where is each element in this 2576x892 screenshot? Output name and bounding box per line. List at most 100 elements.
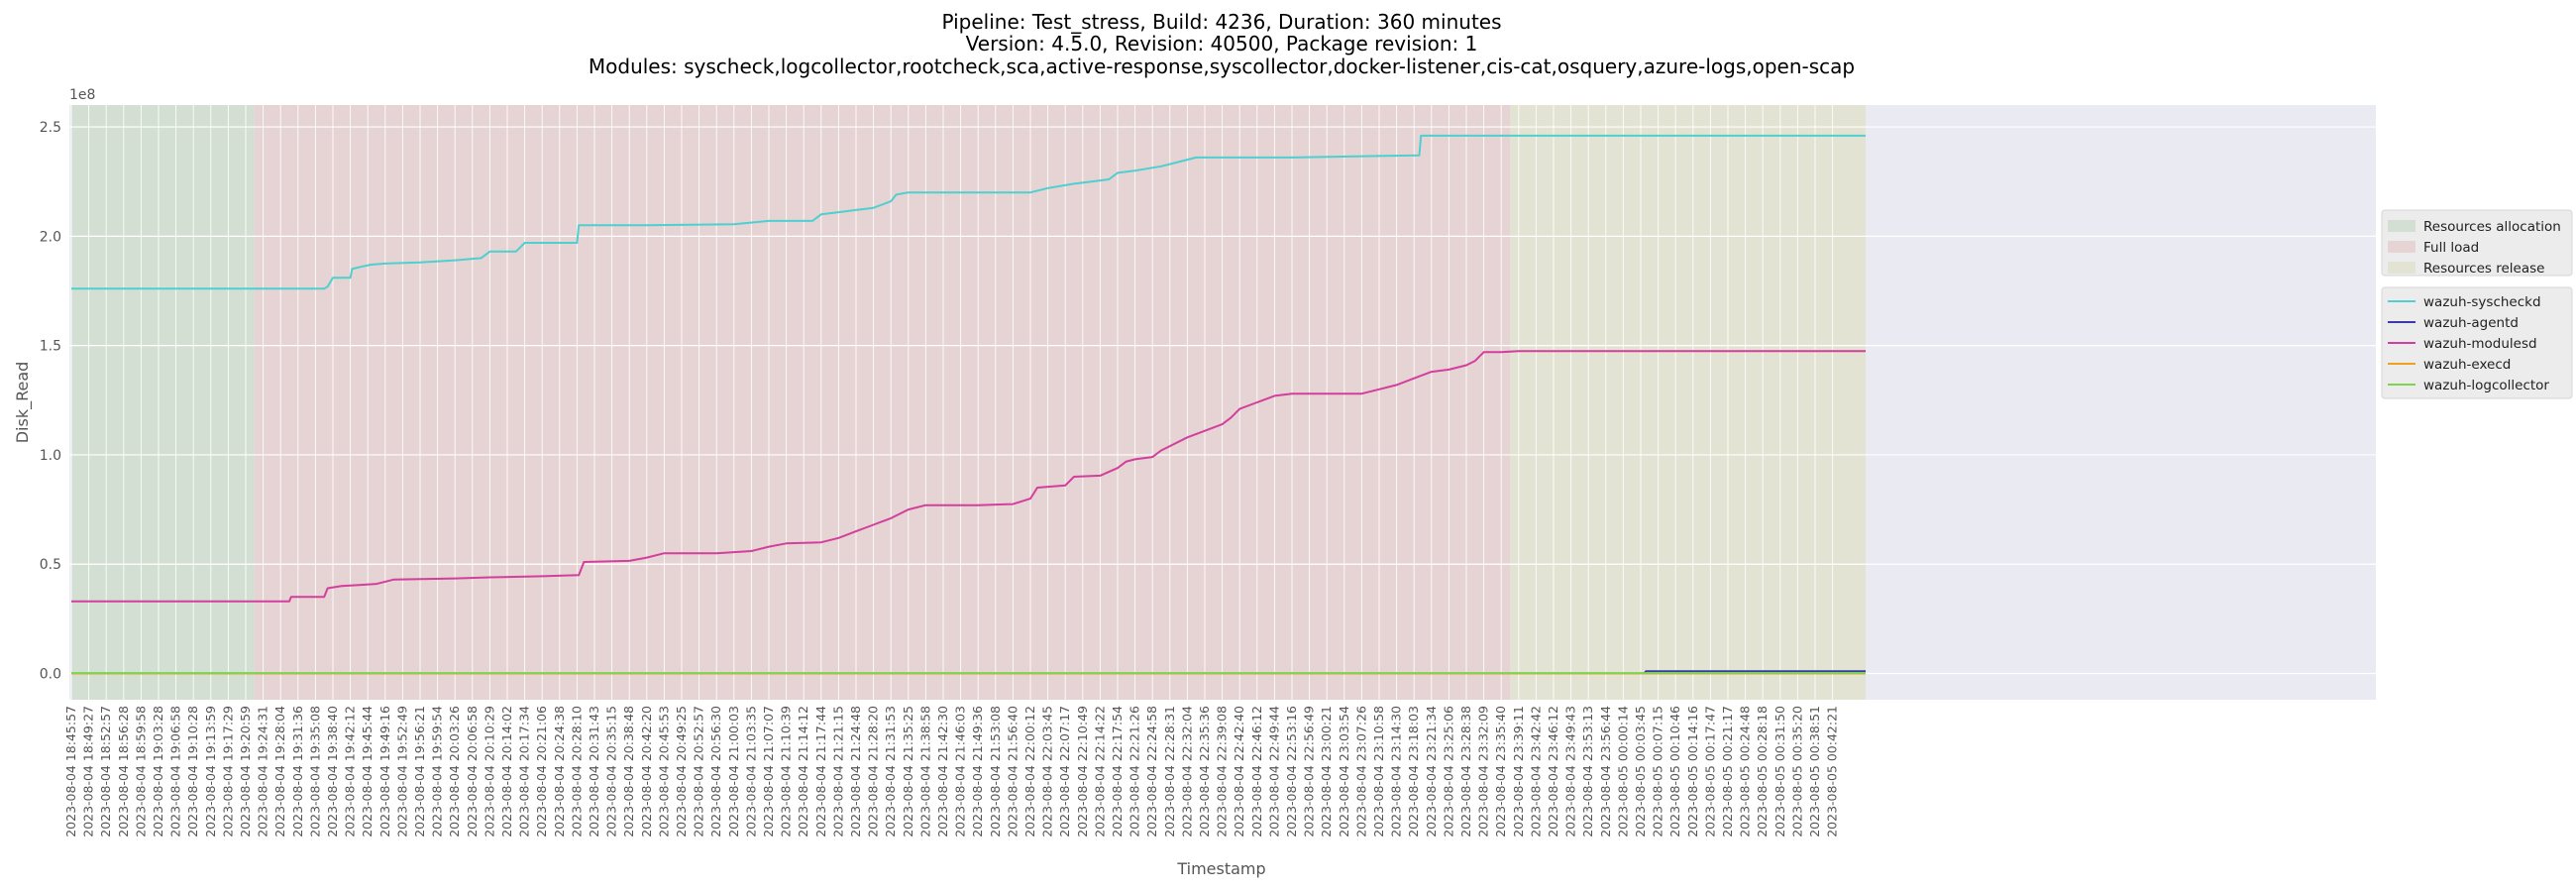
x-tick-label: 2023-08-04 19:59:54 <box>430 706 445 837</box>
x-tick-label: 2023-08-04 21:21:15 <box>830 706 845 837</box>
x-tick-label: 2023-08-04 23:32:09 <box>1476 706 1491 837</box>
x-tick-label: 2023-08-04 21:17:44 <box>813 706 828 837</box>
x-tick-label: 2023-08-04 19:35:08 <box>307 706 322 837</box>
x-tick-label: 2023-08-04 19:31:36 <box>290 706 305 837</box>
x-tick-label: 2023-08-04 22:17:54 <box>1110 706 1125 837</box>
x-tick-label: 2023-08-04 20:24:38 <box>552 706 567 837</box>
x-tick-label: 2023-08-05 00:21:17 <box>1720 706 1735 837</box>
chart-title: Pipeline: Test_stress, Build: 4236, Dura… <box>589 10 1855 78</box>
x-tick-label: 2023-08-04 23:56:44 <box>1598 706 1613 837</box>
x-tick-label: 2023-08-04 22:14:22 <box>1092 706 1107 837</box>
x-tick-label: 2023-08-05 00:00:14 <box>1615 706 1630 837</box>
x-tick-labels: 2023-08-04 18:45:57 2023-08-04 18:49:27 20… <box>63 706 1840 837</box>
x-tick-label: 2023-08-04 19:38:40 <box>325 706 340 837</box>
x-tick-label: 2023-08-04 18:52:57 <box>98 706 113 837</box>
legend-series-label: wazuh-agentd <box>2423 315 2519 331</box>
x-tick-label: 2023-08-04 19:42:12 <box>343 706 358 837</box>
x-tick-label: 2023-08-04 23:42:42 <box>1528 706 1543 837</box>
x-tick-label: 2023-08-04 20:28:10 <box>569 706 584 837</box>
legend-phases-box <box>2381 209 2573 277</box>
x-tick-label: 2023-08-04 21:35:25 <box>901 706 915 837</box>
legend-phase-label: Resources release <box>2423 261 2544 277</box>
x-tick-label: 2023-08-04 19:28:04 <box>272 706 287 837</box>
x-tick-label: 2023-08-04 20:10:29 <box>482 706 496 837</box>
y-tick-label: 2.5 <box>40 120 61 136</box>
x-tick-label: 2023-08-04 20:14:02 <box>499 706 514 837</box>
legend-phase-label: Resources allocation <box>2423 219 2561 235</box>
y-tick-label: 1.5 <box>40 339 61 355</box>
x-tick-label: 2023-08-04 21:03:35 <box>743 706 758 837</box>
x-tick-label: 2023-08-04 22:00:12 <box>1022 706 1037 837</box>
x-tick-label: 2023-08-04 23:53:13 <box>1580 706 1595 837</box>
y-tick-labels: 0.0 0.5 1.0 1.5 2.0 2.5 <box>40 120 61 682</box>
x-tick-label: 2023-08-04 21:31:53 <box>883 706 898 837</box>
series-line-wazuh-syscheckd <box>71 134 1866 290</box>
x-tick-label: 2023-08-05 00:07:15 <box>1651 706 1665 837</box>
legend-phase-label: Full load <box>2423 240 2479 256</box>
x-tick-label: 2023-08-04 19:45:44 <box>360 706 375 837</box>
legend-phase-swatch <box>2388 262 2415 274</box>
x-tick-label: 2023-08-04 20:42:20 <box>639 706 654 837</box>
x-tick-label: 2023-08-04 22:49:44 <box>1266 706 1281 837</box>
legend-series: wazuh-syscheckd wazuh-agentd wazuh-modules… <box>2381 286 2573 399</box>
x-tick-label: 2023-08-05 00:14:16 <box>1685 706 1700 837</box>
legend-phase-swatch <box>2388 220 2415 232</box>
legend-series-label: wazuh-syscheckd <box>2423 294 2541 310</box>
x-tick-label: 2023-08-04 22:46:12 <box>1249 706 1264 837</box>
series-lines <box>71 134 1866 675</box>
phase-band-1 <box>254 105 1510 700</box>
x-tick-label: 2023-08-04 18:49:27 <box>81 706 96 837</box>
title-line-3: Modules: syscheck,logcollector,rootcheck… <box>589 55 1855 78</box>
x-tick-label: 2023-08-04 21:24:48 <box>848 706 863 837</box>
x-tick-label: 2023-08-04 19:56:21 <box>412 706 427 837</box>
x-tick-label: 2023-08-04 19:10:28 <box>185 706 200 837</box>
x-tick-label: 2023-08-04 19:20:59 <box>238 706 253 837</box>
x-axis-label: Timestamp <box>1176 859 1265 878</box>
x-tick-label: 2023-08-04 22:53:16 <box>1284 706 1299 837</box>
x-tick-label: 2023-08-04 22:21:26 <box>1127 706 1142 837</box>
y-tick-label: 1.0 <box>40 448 61 464</box>
x-tick-label: 2023-08-04 21:56:40 <box>1005 706 1020 837</box>
x-tick-label: 2023-08-04 20:03:26 <box>447 706 462 837</box>
y-tick-label: 0.0 <box>40 667 61 683</box>
y-offset-label: 1e8 <box>69 87 95 103</box>
x-tick-label: 2023-08-04 21:14:12 <box>796 706 810 837</box>
x-tick-label: 2023-08-04 19:24:31 <box>256 706 270 837</box>
title-line-2: Version: 4.5.0, Revision: 40500, Package… <box>966 32 1478 56</box>
x-tick-label: 2023-08-04 22:10:49 <box>1075 706 1090 837</box>
x-tick-label: 2023-08-04 20:17:34 <box>517 706 532 837</box>
phase-band-0 <box>71 105 255 700</box>
x-tick-label: 2023-08-04 22:39:08 <box>1215 706 1230 837</box>
x-tick-label: 2023-08-05 00:42:21 <box>1825 706 1840 837</box>
x-tick-label: 2023-08-04 20:06:58 <box>465 706 480 837</box>
y-tick-label: 0.5 <box>40 557 61 573</box>
x-tick-label: 2023-08-04 22:32:04 <box>1179 706 1194 837</box>
plot-area <box>69 105 2376 700</box>
legend-series-label: wazuh-logcollector <box>2423 378 2549 393</box>
x-tick-label: 2023-08-04 19:17:29 <box>220 706 235 837</box>
legend-series-label: wazuh-modulesd <box>2423 336 2537 352</box>
x-tick-label: 2023-08-05 00:03:45 <box>1633 706 1648 837</box>
x-tick-label: 2023-08-04 19:06:58 <box>168 706 183 837</box>
x-tick-label: 2023-08-04 20:49:25 <box>674 706 689 837</box>
x-tick-label: 2023-08-04 23:49:43 <box>1563 706 1578 837</box>
legend-series-box <box>2381 286 2573 399</box>
legend-phases: Resources allocation Full load Resources r… <box>2381 209 2573 277</box>
x-tick-label: 2023-08-04 21:53:08 <box>988 706 1003 837</box>
x-tick-label: 2023-08-04 21:10:39 <box>779 706 794 837</box>
x-tick-label: 2023-08-04 21:42:30 <box>935 706 950 837</box>
x-tick-label: 2023-08-04 19:52:49 <box>394 706 409 837</box>
x-tick-label: 2023-08-05 00:10:46 <box>1667 706 1682 837</box>
x-tick-label: 2023-08-04 21:00:03 <box>726 706 741 837</box>
phase-bands <box>71 105 1867 700</box>
x-tick-label: 2023-08-04 20:56:30 <box>708 706 723 837</box>
x-tick-label: 2023-08-04 22:56:49 <box>1302 706 1317 837</box>
x-tick-label: 2023-08-04 21:28:20 <box>866 706 881 837</box>
x-tick-label: 2023-08-04 22:42:40 <box>1232 706 1246 837</box>
x-tick-label: 2023-08-04 22:35:36 <box>1197 706 1212 837</box>
x-tick-label: 2023-08-05 00:35:20 <box>1789 706 1804 837</box>
x-tick-label: 2023-08-04 20:35:15 <box>604 706 619 837</box>
x-tick-label: 2023-08-04 23:03:54 <box>1337 706 1351 837</box>
title-line-1: Pipeline: Test_stress, Build: 4236, Dura… <box>941 10 1501 34</box>
